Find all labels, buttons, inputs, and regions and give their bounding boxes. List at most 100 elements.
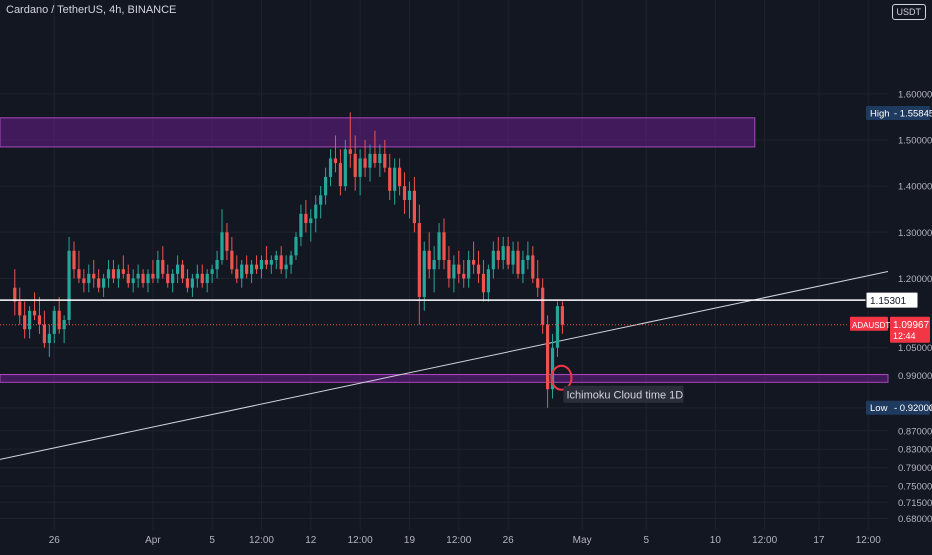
candle-body <box>274 255 278 260</box>
candle-body <box>467 260 471 279</box>
candle-body <box>338 163 343 187</box>
candle-body <box>13 287 17 302</box>
candle-body <box>397 167 402 187</box>
candle-body <box>92 273 96 279</box>
candle-body <box>77 269 81 279</box>
candle-body <box>560 306 565 325</box>
high-value: - 1.55845 <box>894 109 932 120</box>
candle-body <box>240 264 244 279</box>
candle-body <box>72 250 76 270</box>
candle-body <box>279 255 283 270</box>
candle-body <box>481 273 486 293</box>
time-tick-label: 12:00 <box>446 535 471 546</box>
candle-body <box>358 158 362 177</box>
low-label-bg <box>866 400 930 415</box>
annotation-label-bg <box>563 385 684 403</box>
time-tick-label: Apr <box>145 535 161 546</box>
annotation-text[interactable]: Ichimoku Cloud time 1D <box>566 390 683 402</box>
candle-body <box>491 250 495 270</box>
candle-body <box>245 264 249 274</box>
candle-body <box>254 264 259 270</box>
candle-body <box>220 232 224 260</box>
candle-body <box>323 176 328 196</box>
candle-body <box>299 213 303 237</box>
trendline-layer[interactable] <box>0 271 889 460</box>
candle-body <box>52 310 56 334</box>
candle-body <box>319 195 323 205</box>
chart-title: Cardano / TetherUS, 4h, BINANCE <box>6 4 177 16</box>
candle-body <box>452 264 456 279</box>
candle-body <box>516 250 520 274</box>
candle-body <box>230 250 234 270</box>
price-axis[interactable]: 1.60000 1.50000 1.40000 1.30000 1.20000 1.050… <box>866 89 932 525</box>
price-tick-label: 0.99000 <box>898 371 932 382</box>
price-tick-label: 0.87000 <box>898 426 932 437</box>
candle-body <box>427 250 431 270</box>
candle-body <box>166 273 170 284</box>
candle-body <box>526 255 530 260</box>
price-tick-label: 0.71500 <box>898 498 932 509</box>
candle-body <box>47 333 51 344</box>
candle-body <box>314 204 318 219</box>
candle-body <box>200 273 204 284</box>
candle-body <box>555 306 560 348</box>
annotation-layer[interactable]: Ichimoku Cloud time 1D <box>550 364 684 403</box>
candle-body <box>550 347 555 390</box>
time-tick-label: 12:00 <box>249 535 274 546</box>
time-axis[interactable]: 26 Apr 5 12:00 12 12:00 19 12:00 26 May 5 10 12:00 17… <box>49 535 882 546</box>
candle-body <box>437 232 441 260</box>
time-tick-label: May <box>573 535 592 546</box>
candle-body <box>37 315 42 325</box>
price-zone[interactable] <box>0 373 889 383</box>
candle-body <box>536 278 540 288</box>
currency-button[interactable]: USDT <box>891 4 926 20</box>
candle-body <box>67 250 71 320</box>
candle-body <box>333 158 338 164</box>
current-price-label: 1.09967 <box>893 320 930 331</box>
candle-body <box>407 190 412 200</box>
candle-body <box>136 273 140 279</box>
candle-body <box>496 250 500 260</box>
candle-body <box>471 260 476 265</box>
candle-body <box>141 273 145 284</box>
candle-body <box>264 260 269 265</box>
candle-body <box>506 246 510 265</box>
candle-body <box>402 186 407 200</box>
candle-body <box>42 324 47 344</box>
price-zone[interactable] <box>0 117 756 148</box>
candle-body <box>457 264 461 274</box>
time-tick-label: 5 <box>643 535 649 546</box>
candle-body <box>175 264 180 274</box>
trendline[interactable] <box>0 271 889 460</box>
candle-body <box>62 320 66 330</box>
candle-body <box>393 167 397 191</box>
low-label: Low <box>870 403 888 414</box>
time-tick-label: 12:00 <box>752 535 777 546</box>
price-tick-label: 0.79000 <box>898 463 932 474</box>
candle-body <box>531 255 535 279</box>
annotation-circle[interactable] <box>550 364 573 391</box>
candle-body <box>171 273 175 284</box>
price-tick-label: 1.40000 <box>898 182 932 193</box>
candle-body <box>545 324 550 390</box>
candle-body <box>284 264 288 270</box>
candle-body <box>501 246 505 260</box>
candle-body <box>111 269 116 279</box>
candle-body <box>486 269 491 293</box>
candle-body <box>363 158 367 168</box>
price-tick-label: 1.20000 <box>898 274 932 285</box>
candle-body <box>180 264 185 279</box>
candle-body <box>432 260 436 270</box>
horizontal-line-label: 1.15301 <box>870 296 907 307</box>
time-tick-label: 12:00 <box>348 535 373 546</box>
symbol-tag-bg <box>850 316 888 331</box>
candle-body <box>195 273 199 279</box>
current-price-label-bg <box>890 316 930 343</box>
supply-demand-zones[interactable] <box>0 117 889 383</box>
candle-body <box>521 260 525 274</box>
candles <box>13 112 565 408</box>
